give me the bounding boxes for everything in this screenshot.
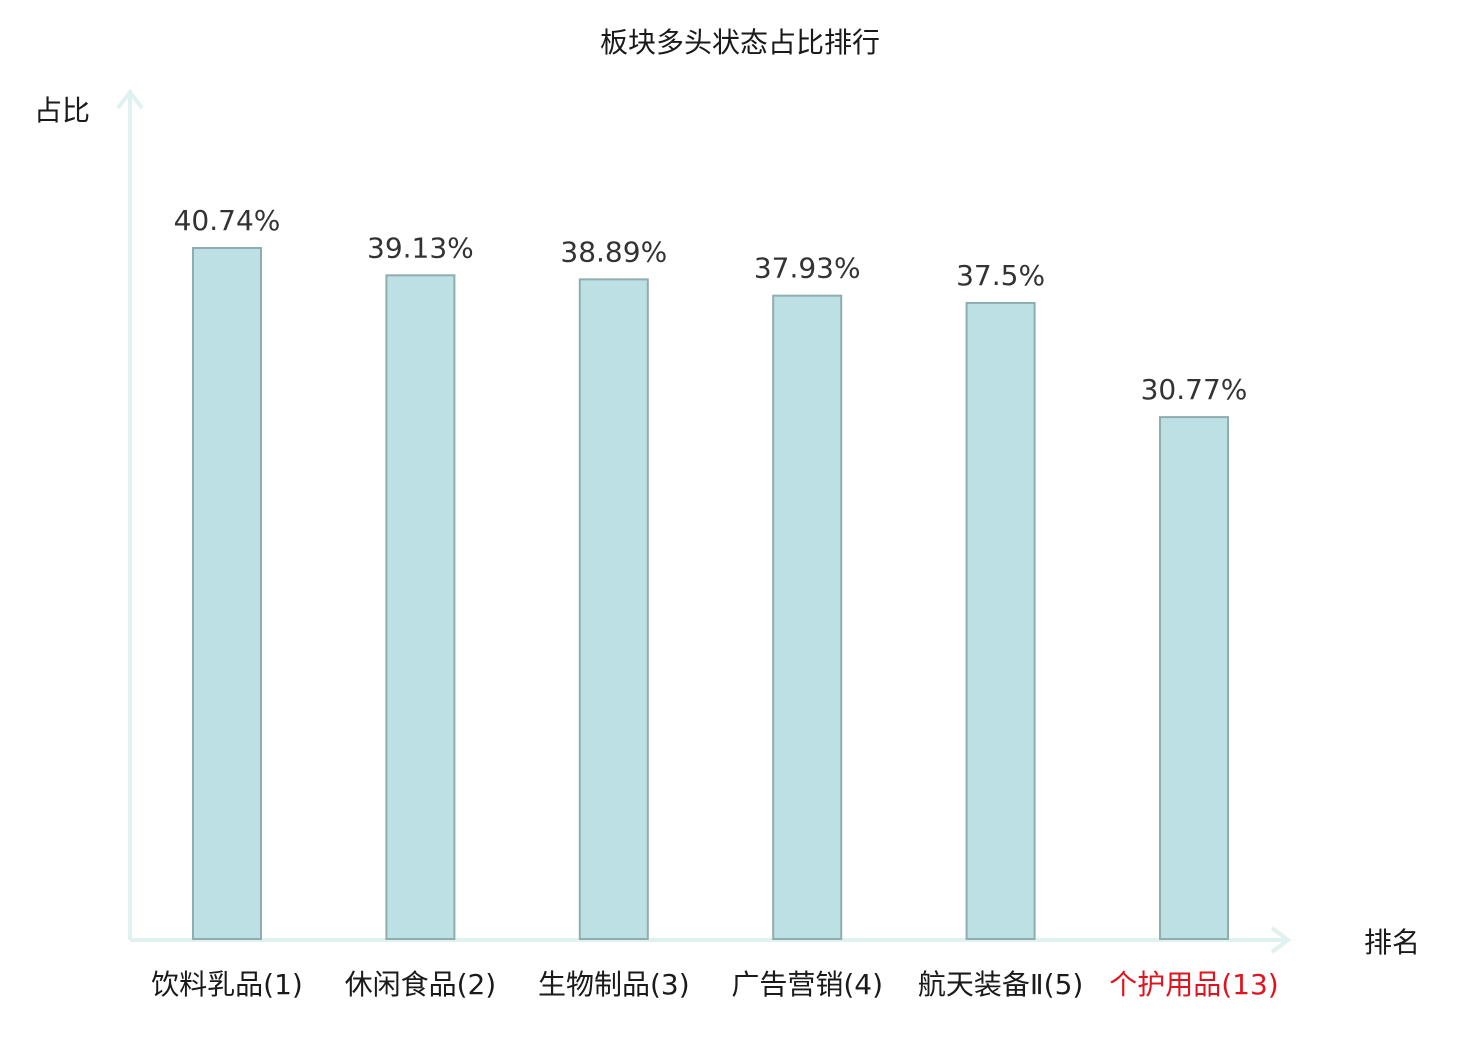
bar (385, 274, 456, 940)
y-axis (116, 88, 144, 940)
bar (772, 294, 843, 940)
bar (192, 247, 262, 940)
bar-value-label: 37.93% (754, 252, 861, 285)
category-label: 个护用品(13) (1109, 968, 1278, 1001)
bars-group (192, 247, 1229, 941)
bar-value-label: 40.74% (174, 204, 281, 237)
bar (578, 278, 649, 941)
category-label: 航天装备Ⅱ(5) (918, 968, 1083, 1001)
bar-value-label: 39.13% (367, 231, 474, 264)
category-label: 广告营销(4) (731, 968, 883, 1001)
bar-value-label: 30.77% (1141, 373, 1248, 406)
bar (1159, 416, 1229, 940)
chart-title: 板块多头状态占比排行 (600, 26, 880, 59)
bar-value-label: 37.5% (956, 259, 1045, 292)
bar-value-label: 38.89% (560, 235, 667, 268)
bar (965, 301, 1036, 940)
x-axis-label: 排名 (1364, 926, 1420, 959)
category-label: 生物制品(3) (538, 968, 690, 1001)
x-axis (130, 926, 1292, 954)
category-label: 休闲食品(2) (345, 968, 497, 1001)
value-labels-group: 40.74% 39.13% 38.89% 37.93% 37.5% 30.77% (174, 204, 1248, 406)
category-label: 饮料乳品(1) (151, 968, 303, 1001)
category-labels-group: 饮料乳品(1) 休闲食品(2) 生物制品(3) 广告营销(4) 航天装备Ⅱ(5) 个护用品… (151, 968, 1279, 1001)
y-axis-label: 占比 (34, 94, 90, 127)
